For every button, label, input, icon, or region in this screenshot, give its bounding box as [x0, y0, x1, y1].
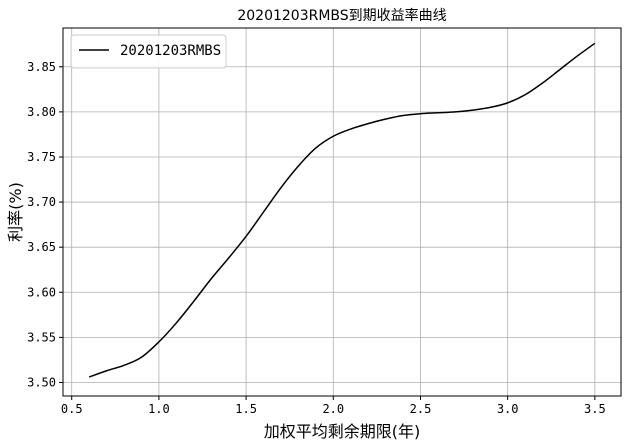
x-tick-label: 1.5	[235, 402, 257, 416]
legend-box	[70, 34, 227, 69]
plot-frame	[62, 27, 622, 397]
grid	[63, 28, 621, 396]
x-tick-label: 0.5	[61, 402, 83, 416]
y-axis: 3.50 3.55 3.60 3.65 3.70 3.75 3.80 3.85	[27, 60, 63, 389]
x-axis-label: 加权平均剩余期限(年)	[264, 422, 421, 441]
y-tick-label: 3.75	[27, 150, 56, 164]
x-tick-label: 2.5	[410, 402, 432, 416]
series-layer	[88, 42, 596, 378]
x-tick-label: 1.0	[148, 402, 170, 416]
y-tick-label: 3.65	[27, 240, 56, 254]
x-tick-label: 3.0	[497, 402, 519, 416]
y-tick-label: 3.60	[27, 285, 56, 299]
x-tick-label: 2.0	[322, 402, 344, 416]
legend-label: 20201203RMBS	[120, 43, 221, 59]
y-tick-label: 3.55	[27, 330, 56, 344]
y-axis-label: 利率(%)	[6, 182, 25, 242]
y-tick-label: 3.80	[27, 105, 56, 119]
y-tick-label: 3.85	[27, 60, 56, 74]
y-tick-label: 3.50	[27, 375, 56, 389]
x-axis: 0.5 1.0 1.5 2.0 2.5 3.0 3.5	[61, 396, 606, 416]
y-tick-label: 3.70	[27, 195, 56, 209]
series-line	[88, 42, 596, 378]
legend: 20201203RMBS	[70, 34, 227, 69]
x-tick-label: 3.5	[584, 402, 606, 416]
chart-title: 20201203RMBS到期收益率曲线	[237, 7, 446, 24]
